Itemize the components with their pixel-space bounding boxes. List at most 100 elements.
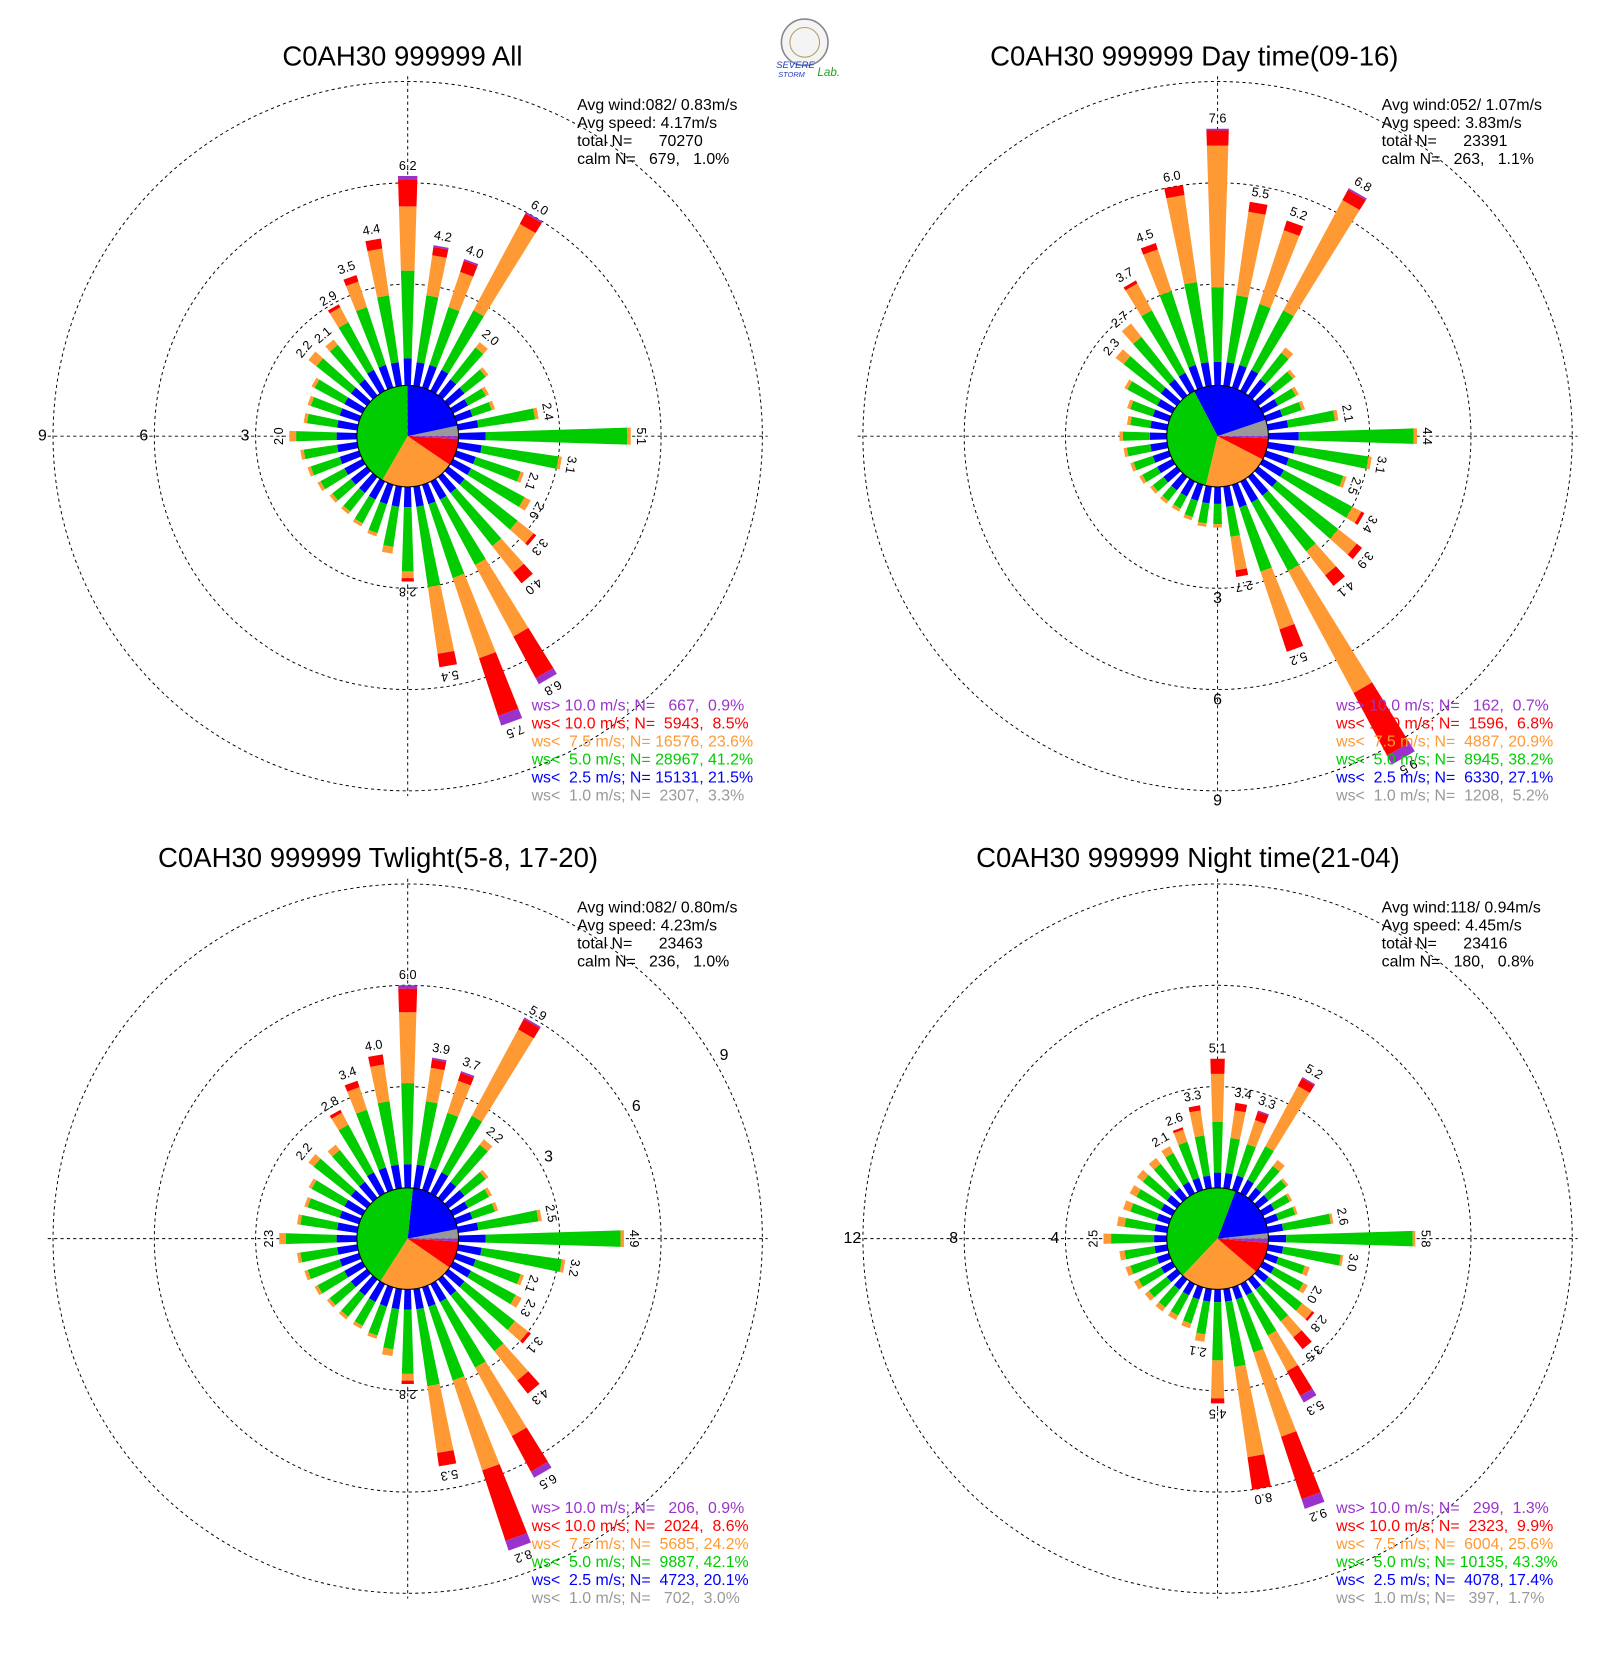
bar-segment: [378, 364, 394, 390]
bar-segment: [401, 1309, 414, 1374]
bar-segment: [1301, 1265, 1310, 1276]
pie-slice: [382, 436, 450, 487]
bar-segment: [368, 1281, 386, 1303]
bar-segment: [1154, 1244, 1169, 1254]
stat-line: Avg wind:082/ 0.80m/s: [577, 900, 737, 917]
bar-segment: [359, 1181, 378, 1202]
bar-segment: [303, 444, 339, 460]
bar-segment: [1130, 400, 1156, 417]
bar-segment: [477, 1210, 539, 1231]
bar-segment: [1413, 428, 1417, 445]
bar-segment: [352, 1321, 363, 1329]
bar-segment: [1230, 535, 1247, 571]
bar-segment: [1387, 742, 1415, 765]
bar-segment: [403, 358, 412, 386]
bar-segment: [1251, 498, 1300, 572]
bar-segment: [1125, 1265, 1134, 1276]
bar-segment: [1188, 1105, 1201, 1113]
bar-segment: [475, 558, 529, 637]
bar-segment: [1347, 188, 1367, 200]
ring-label: 3: [1213, 590, 1222, 607]
bar-segment: [519, 213, 542, 234]
bar-segment: [390, 1164, 403, 1190]
bar-segment: [430, 1172, 449, 1197]
bar-segment: [307, 1198, 343, 1218]
bar-segment: [1260, 352, 1289, 385]
bar-segment: [450, 488, 502, 547]
value-label: 3.0: [1344, 1253, 1361, 1273]
bar-segment: [329, 1281, 356, 1306]
bar-segment: [341, 1290, 365, 1317]
bar-segment: [1197, 522, 1207, 527]
bar-segment: [1150, 485, 1159, 494]
value-label: 2.0: [272, 427, 286, 445]
bar-segment: [427, 584, 455, 654]
bar-segment: [439, 495, 486, 566]
value-label: 3.9: [431, 1041, 451, 1058]
bar-segment: [1123, 280, 1138, 291]
bar-segment: [1236, 1144, 1256, 1178]
bar-segment: [310, 396, 343, 416]
bar-segment: [433, 245, 449, 250]
bar-segment: [1297, 1078, 1315, 1093]
bar-segment: [1164, 184, 1185, 199]
bar-segment: [300, 1247, 339, 1263]
bar-segment: [1338, 1254, 1344, 1267]
bar-segment: [332, 1149, 365, 1187]
bar-segment: [289, 430, 297, 442]
bar-segment: [310, 456, 343, 476]
bar-segment: [401, 1373, 414, 1381]
bar-segment: [519, 497, 531, 511]
value-label: 4.0: [364, 1037, 384, 1054]
stat-line: calm N= 263, 1.1%: [1382, 151, 1534, 168]
bar-segment: [458, 432, 486, 441]
legend-entry: ws> 10.0 m/s; N= 206, 0.9%: [531, 1500, 745, 1517]
bar-segment: [383, 1307, 400, 1350]
bar-segment: [559, 1259, 566, 1273]
bar-segment: [1121, 323, 1142, 344]
bar-segment: [1268, 1234, 1287, 1243]
bar-segment: [370, 1064, 390, 1104]
bar-segment: [525, 533, 537, 546]
bar-segment: [1130, 1256, 1160, 1275]
bar-segment: [1276, 1256, 1305, 1275]
bar-segment: [343, 488, 365, 512]
bar-segment: [1126, 444, 1152, 457]
bar-segment: [457, 420, 479, 431]
bar-segment: [422, 1167, 437, 1192]
value-label: 3.1: [562, 455, 579, 475]
bar-segment: [1366, 456, 1372, 470]
bar-segment: [1124, 1246, 1156, 1260]
bar-segment: [350, 1190, 371, 1209]
bar-segment: [1293, 1330, 1312, 1350]
value-label: 5.1: [1209, 1042, 1227, 1056]
bar-segment: [1206, 145, 1229, 288]
bar-segment: [437, 1181, 457, 1202]
bar-segment: [1119, 1250, 1126, 1261]
bar-segment: [464, 1189, 490, 1209]
bar-segment: [345, 281, 367, 312]
bar-segment: [359, 1275, 378, 1296]
bar-segment: [1267, 1244, 1284, 1254]
bar-segment: [620, 1230, 624, 1248]
bar-segment: [437, 650, 457, 668]
bar-segment: [1264, 450, 1289, 466]
legend-entry: ws< 7.5 m/s; N= 4887, 20.9%: [1335, 733, 1553, 750]
ring: [862, 81, 1573, 792]
bar-segment: [1254, 387, 1275, 406]
bar-segment: [444, 1190, 465, 1209]
bar-segment: [454, 450, 476, 465]
pie-slice: [356, 385, 408, 481]
logo: SEVERE STORM Lab.: [776, 18, 840, 79]
value-label: 6.0: [399, 968, 417, 982]
bar-segment: [1286, 1230, 1413, 1247]
logo-seal-inner: [789, 26, 821, 58]
value-label: 2.4: [539, 402, 556, 422]
bar-segment: [1293, 445, 1369, 469]
pie-slice: [1217, 1233, 1269, 1239]
windrose: C0AH30 999999 Night time(21-04) 4 8 12 5.1 3.…: [844, 842, 1578, 1607]
bar-segment: [447, 1080, 471, 1117]
bar-segment: [1210, 1360, 1225, 1399]
bar-segment: [457, 441, 482, 453]
bar-segment: [1247, 379, 1267, 400]
